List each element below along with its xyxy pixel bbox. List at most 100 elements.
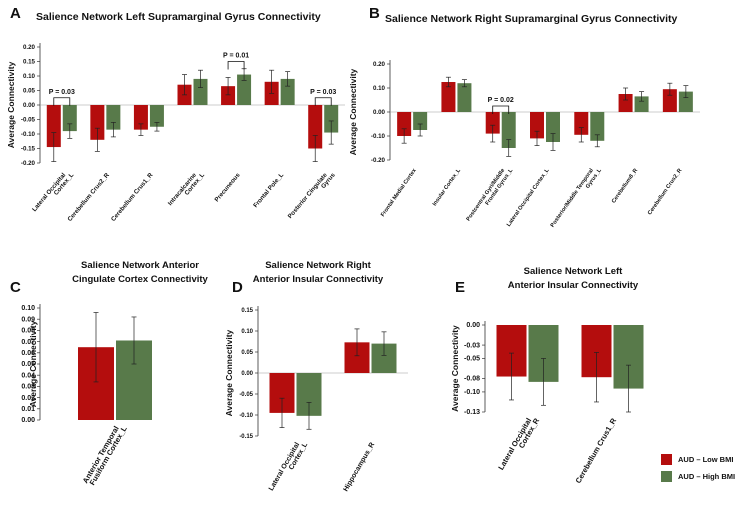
panel-a-category-label: Lateral Occipital xyxy=(31,172,67,214)
panel-b-bar-high-bmi xyxy=(590,112,605,141)
legend-item-high-bmi: AUD – High BMI xyxy=(661,471,735,482)
panel-a-category-label: Frontal Pole_L xyxy=(252,172,285,210)
panel-b-bar-high-bmi xyxy=(634,96,649,112)
panel-b-bar-low-bmi xyxy=(530,112,544,139)
panel-a-bar-low-bmi xyxy=(90,105,105,140)
panel-a-bar-low-bmi xyxy=(221,86,236,105)
panel-b-significance-bracket xyxy=(492,105,510,114)
panel-a-significance-bracket xyxy=(53,97,71,106)
panel-b-bar-high-bmi xyxy=(457,83,472,112)
panel-a-bar-high-bmi xyxy=(280,78,295,105)
panel-b-bar-low-bmi xyxy=(618,94,633,112)
panel-a-bar-high-bmi xyxy=(193,78,208,105)
panel-c-ytick-label: 0.02 xyxy=(21,395,35,402)
panel-d-ytick-label: 0.00 xyxy=(241,371,253,377)
panel-c-ylabel: Average Connectivity xyxy=(28,320,38,407)
panel-b-category-label: Postcentral Gyri/Middle xyxy=(466,168,507,223)
panel-b-bar-low-bmi xyxy=(441,82,456,112)
panel-a-significance-bracket xyxy=(227,61,245,70)
panel-e-category-label: Cerebellum Crus1_R xyxy=(574,416,619,485)
panel-c-title: Cingulate Cortex Connectivity xyxy=(72,274,208,285)
panel-c-ytick-label: 0.05 xyxy=(21,361,35,368)
panel-b-category-label: Frontal Medial Cortex xyxy=(380,167,418,218)
panel-b-ylabel: Average Connectivity xyxy=(348,68,358,155)
legend-label-high-bmi: AUD – High BMI xyxy=(678,472,736,481)
panel-a-bar-high-bmi xyxy=(237,74,252,105)
legend-item-low-bmi: AUD – Low BMI xyxy=(661,454,735,465)
panel-e-ytick-label: -0.05 xyxy=(464,356,480,363)
panel-c-title: Salience Network Anterior xyxy=(81,260,199,271)
panel-e-ylabel: Average Connectivity xyxy=(450,325,460,412)
panel-e-ytick-label: -0.08 xyxy=(464,376,480,383)
panel-d-ylabel: Average Connectivity xyxy=(224,329,234,416)
panel-c-ytick-label: 0.10 xyxy=(21,305,35,312)
panel-b-ytick-label: 0.20 xyxy=(373,61,386,68)
panel-b-p-value: P = 0.02 xyxy=(488,97,514,104)
panel-b-category-label: Posterior/Middle Temporal xyxy=(550,167,595,228)
panel-c-ytick-label: 0.04 xyxy=(21,372,35,379)
panel-a-category-label: Cerebellum Crus1_R xyxy=(110,171,155,223)
panel-c-ytick-label: 0.06 xyxy=(21,350,35,357)
panel-a-bar-low-bmi xyxy=(308,105,323,149)
panel-a-bar-low-bmi xyxy=(46,105,61,148)
panel-e-title: Anterior Insular Connectivity xyxy=(508,280,639,291)
panel-a-ytick-label: -0.05 xyxy=(21,117,36,124)
panel-e-ytick-label: 0.00 xyxy=(466,322,480,329)
panel-b-ytick-label: -0.20 xyxy=(371,157,386,164)
panel-a-ylabel: Average Connectivity xyxy=(6,61,16,148)
legend-swatch-low-bmi xyxy=(661,454,672,465)
legend: AUD – Low BMI AUD – High BMI xyxy=(661,454,735,488)
panel-c-ytick-label: 0.09 xyxy=(21,316,35,323)
panel-b-letter: B xyxy=(369,5,380,22)
panel-a-p-value: P = 0.03 xyxy=(310,89,336,96)
panel-b-ytick-label: 0.00 xyxy=(373,109,386,116)
panel-e-letter: E xyxy=(455,279,465,296)
panel-a-category-label: Precuneous xyxy=(213,171,241,203)
panel-d-ytick-label: -0.10 xyxy=(239,413,253,419)
panel-e-ytick-label: -0.10 xyxy=(464,389,480,396)
panel-a-ytick-label: -0.10 xyxy=(21,131,36,138)
legend-label-low-bmi: AUD – Low BMI xyxy=(678,455,734,464)
panel-a-p-value: P = 0.03 xyxy=(49,89,75,96)
panel-b-bar-low-bmi xyxy=(574,112,589,135)
panel-c-ytick-label: 0.03 xyxy=(21,384,35,391)
panel-d-title: Salience Network Right xyxy=(265,260,371,271)
panel-c-ytick-label: 0.00 xyxy=(21,417,35,424)
panel-e-ytick-label: -0.03 xyxy=(464,342,480,349)
panel-a-ytick-label: -0.15 xyxy=(21,146,36,153)
panel-d-ytick-label: 0.05 xyxy=(241,350,253,356)
panel-d-ytick-label: 0.15 xyxy=(241,308,253,314)
panel-b-bar-low-bmi xyxy=(662,89,677,112)
panel-d-ytick-label: 0.10 xyxy=(241,329,253,335)
panel-d-ytick-label: -0.05 xyxy=(239,392,253,398)
panel-b-category-label: Cerebellum8_R xyxy=(611,168,639,205)
panel-a-title: Salience Network Left Supramarginal Gyru… xyxy=(36,11,321,23)
panel-a-bar-high-bmi xyxy=(324,105,339,133)
panel-b-ytick-label: -0.10 xyxy=(371,133,386,140)
panel-d-ytick-label: -0.15 xyxy=(239,434,253,440)
panel-b-bar-high-bmi xyxy=(501,112,516,148)
panel-a-bar-low-bmi xyxy=(133,105,148,130)
panel-a-ytick-label: 0.20 xyxy=(23,44,36,51)
panel-c-letter: C xyxy=(10,279,21,296)
panel-b-title: Salience Network Right Supramarginal Gyr… xyxy=(385,13,677,25)
panel-a-ytick-label: -0.20 xyxy=(21,160,36,167)
panel-a-significance-bracket xyxy=(314,97,332,106)
panel-a-ytick-label: 0.05 xyxy=(23,88,36,95)
panel-a-bar-high-bmi xyxy=(149,105,164,127)
legend-swatch-high-bmi xyxy=(661,471,672,482)
panel-d-letter: D xyxy=(232,279,243,296)
panel-b-category-label: Cerebellum Crus2_R xyxy=(647,168,683,217)
panel-b-bar-low-bmi xyxy=(485,112,500,134)
panel-d-title: Anterior Insular Connectivity xyxy=(253,274,384,285)
panel-b-category-label: Lateral Occipital Cortex_L xyxy=(506,167,551,228)
panel-c-ytick-label: 0.07 xyxy=(21,339,35,346)
panel-b-bar-high-bmi xyxy=(413,112,428,130)
panel-d-category-label: Hippocampus_R xyxy=(343,442,377,493)
panel-b-bar-high-bmi xyxy=(546,112,560,142)
panel-b-bar-low-bmi xyxy=(397,112,412,136)
panel-b-ytick-label: 0.10 xyxy=(373,85,386,92)
panel-a-category-label: Cerebellum Crus2_R xyxy=(66,171,111,223)
panel-a-ytick-label: 0.10 xyxy=(23,73,36,80)
